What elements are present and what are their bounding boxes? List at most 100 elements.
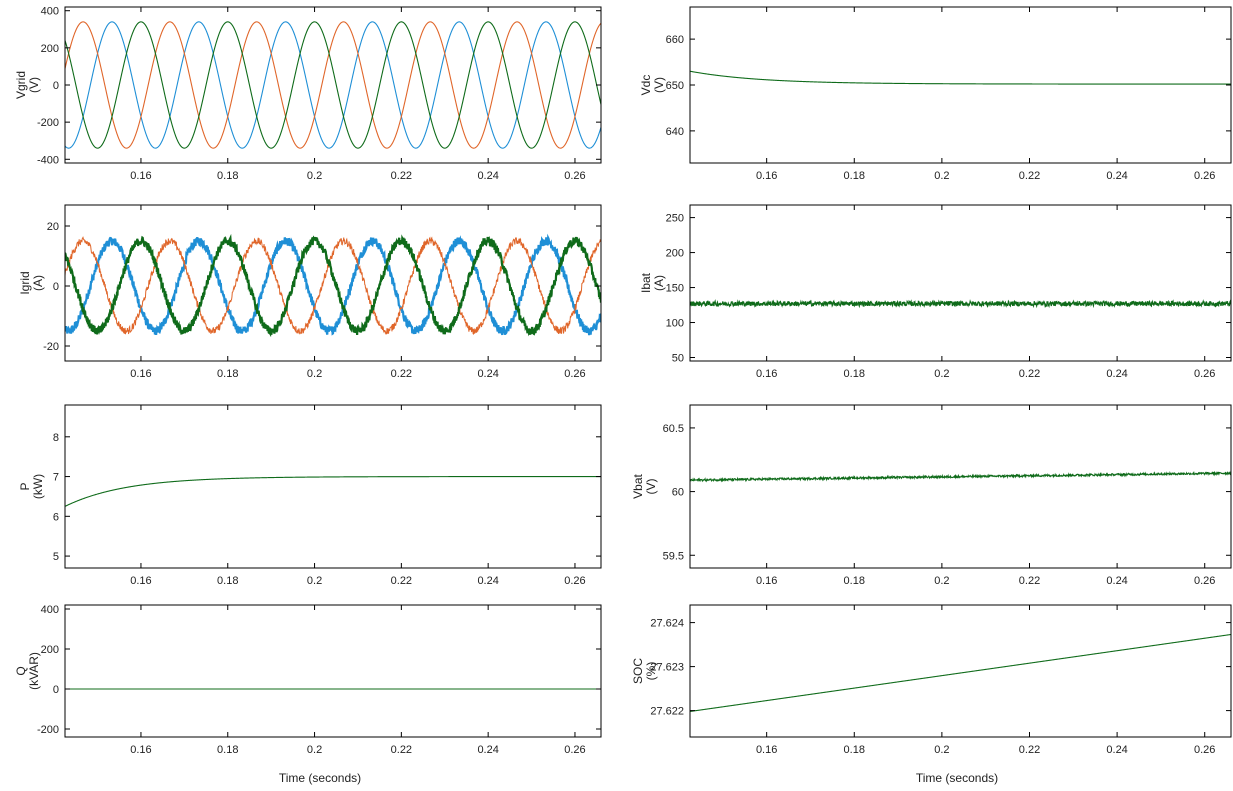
x-tick-label-vdc-1: 0.18 <box>844 170 865 182</box>
y-axis-label-vgrid-0: Vgrid <box>14 71 28 99</box>
chart-ibat: 0.16 0.18 0.2 0.22 0.24 0.26 250 200 150 100 50 Iba… <box>639 204 1232 380</box>
x-tick-label-q-3: 0.22 <box>391 744 412 756</box>
x-tick-label-vgrid-2: 0.2 <box>307 170 322 182</box>
x-tick-label-soc-2: 0.2 <box>934 744 949 756</box>
plot-frame-p <box>64 404 602 569</box>
y-tick-label-p-2: 6 <box>53 511 59 523</box>
x-tick-label-soc-3: 0.22 <box>1019 744 1040 756</box>
x-tick-label-igrid-4: 0.24 <box>477 368 498 380</box>
y-axis-label-vdc-0: Vdc <box>639 75 653 96</box>
x-tick-label-vgrid-0: 0.16 <box>130 170 151 182</box>
y-tick-label-q-2: 0 <box>53 684 59 696</box>
chart-q: 0.16 0.18 0.2 0.22 0.24 0.26 400 200 0 -200 Q (kVAR… <box>14 604 602 756</box>
series-line-igrid-3 <box>65 233 601 338</box>
x-tick-label-vgrid-1: 0.18 <box>217 170 238 182</box>
x-tick-label-ibat-5: 0.26 <box>1194 368 1215 380</box>
x-axis-label-right: Time (seconds) <box>916 771 998 785</box>
y-tick-label-ibat-3: 100 <box>666 318 684 330</box>
chart-vdc: 0.16 0.18 0.2 0.22 0.24 0.26 660 650 640 Vdc (V) <box>639 6 1232 182</box>
y-tick-label-q-3: -200 <box>37 724 59 736</box>
chart-igrid: 0.16 0.18 0.2 0.22 0.24 0.26 20 0 -20 Igrid (A) <box>18 204 602 380</box>
y-tick-label-p-0: 8 <box>53 432 59 444</box>
y-axis-label-vgrid-1: (V) <box>27 77 41 93</box>
x-tick-label-vgrid-5: 0.26 <box>564 170 585 182</box>
y-tick-label-p-1: 7 <box>53 472 59 484</box>
x-tick-label-q-0: 0.16 <box>130 744 151 756</box>
x-tick-label-p-0: 0.16 <box>130 575 151 587</box>
x-tick-label-igrid-1: 0.18 <box>217 368 238 380</box>
plot-frame-vgrid <box>64 6 602 164</box>
y-axis-label-p-1: (kW) <box>31 474 45 499</box>
x-tick-label-ibat-0: 0.16 <box>756 368 777 380</box>
x-tick-label-q-1: 0.18 <box>217 744 238 756</box>
x-tick-label-vbat-3: 0.22 <box>1019 575 1040 587</box>
series-line-vgrid-3 <box>65 21 601 149</box>
y-axis-label-ibat-0: Ibat <box>639 272 653 293</box>
x-tick-label-vdc-5: 0.26 <box>1194 170 1215 182</box>
series-line-vgrid-2 <box>65 21 601 149</box>
chart-vbat: 0.16 0.18 0.2 0.22 0.24 0.26 60.5 60 59.5 Vbat (V) <box>631 404 1232 587</box>
y-tick-label-ibat-1: 200 <box>666 248 684 260</box>
x-tick-label-q-2: 0.2 <box>307 744 322 756</box>
y-axis-label-vbat-0: Vbat <box>631 473 645 498</box>
plot-frame-q <box>64 604 602 738</box>
x-tick-label-vbat-2: 0.2 <box>934 575 949 587</box>
x-tick-label-vdc-0: 0.16 <box>756 170 777 182</box>
y-tick-label-vdc-0: 660 <box>666 34 684 46</box>
y-tick-label-p-3: 5 <box>53 551 59 563</box>
x-tick-label-vbat-0: 0.16 <box>756 575 777 587</box>
series-line-vbat-1 <box>690 470 1231 483</box>
y-axis-label-ibat-1: (A) <box>652 275 666 291</box>
x-tick-label-soc-1: 0.18 <box>844 744 865 756</box>
chart-p: 0.16 0.18 0.2 0.22 0.24 0.26 8 7 6 5 P (kW) <box>18 404 602 587</box>
y-axis-label-soc-1: (%) <box>644 662 658 681</box>
series-line-igrid-2 <box>65 236 601 335</box>
y-axis-label-soc-0: SOC <box>631 658 645 684</box>
series-line-ibat-1 <box>690 299 1231 309</box>
y-tick-label-vgrid-0: 400 <box>41 6 59 18</box>
y-tick-label-q-1: 200 <box>41 644 59 656</box>
series-line-igrid-1 <box>65 233 601 336</box>
x-tick-label-vdc-2: 0.2 <box>934 170 949 182</box>
x-tick-label-q-5: 0.26 <box>564 744 585 756</box>
y-axis-label-vdc-1: (V) <box>652 77 666 93</box>
x-tick-label-vbat-5: 0.26 <box>1194 575 1215 587</box>
y-tick-label-igrid-2: -20 <box>43 341 59 353</box>
x-tick-label-ibat-1: 0.18 <box>844 368 865 380</box>
y-axis-label-p-0: P <box>18 482 32 490</box>
y-tick-label-vgrid-3: -200 <box>37 117 59 129</box>
x-tick-label-vbat-4: 0.24 <box>1106 575 1127 587</box>
x-tick-label-p-4: 0.24 <box>477 575 498 587</box>
y-axis-label-q-1: (kVAR) <box>27 652 41 690</box>
plot-frame-ibat <box>689 204 1232 362</box>
y-tick-label-vbat-0: 60.5 <box>663 423 684 435</box>
y-tick-label-q-0: 400 <box>41 604 59 616</box>
x-tick-label-igrid-3: 0.22 <box>391 368 412 380</box>
y-axis-label-igrid-1: (A) <box>31 275 45 291</box>
y-tick-label-vgrid-4: -400 <box>37 154 59 166</box>
y-tick-label-vgrid-2: 0 <box>53 80 59 92</box>
x-tick-label-soc-4: 0.24 <box>1106 744 1127 756</box>
x-tick-label-soc-5: 0.26 <box>1194 744 1215 756</box>
y-tick-label-vdc-2: 640 <box>666 126 684 138</box>
y-tick-label-igrid-0: 20 <box>47 221 59 233</box>
series-line-p-1 <box>65 476 601 507</box>
x-tick-label-igrid-2: 0.2 <box>307 368 322 380</box>
y-tick-label-ibat-4: 50 <box>672 353 684 365</box>
y-tick-label-ibat-0: 250 <box>666 213 684 225</box>
plot-frame-vbat <box>689 404 1232 569</box>
series-line-soc-1 <box>690 633 1231 713</box>
x-tick-label-igrid-5: 0.26 <box>564 368 585 380</box>
x-tick-label-vgrid-3: 0.22 <box>391 170 412 182</box>
x-tick-label-vgrid-4: 0.24 <box>477 170 498 182</box>
x-tick-label-vbat-1: 0.18 <box>844 575 865 587</box>
y-tick-label-igrid-1: 0 <box>53 281 59 293</box>
y-tick-label-soc-2: 27.622 <box>650 706 684 718</box>
plot-frame-igrid <box>64 204 602 362</box>
y-tick-label-vbat-2: 59.5 <box>663 550 684 562</box>
series-line-vdc-1 <box>690 70 1231 85</box>
x-tick-label-igrid-0: 0.16 <box>130 368 151 380</box>
x-tick-label-ibat-4: 0.24 <box>1106 368 1127 380</box>
y-tick-label-vdc-1: 650 <box>666 80 684 92</box>
